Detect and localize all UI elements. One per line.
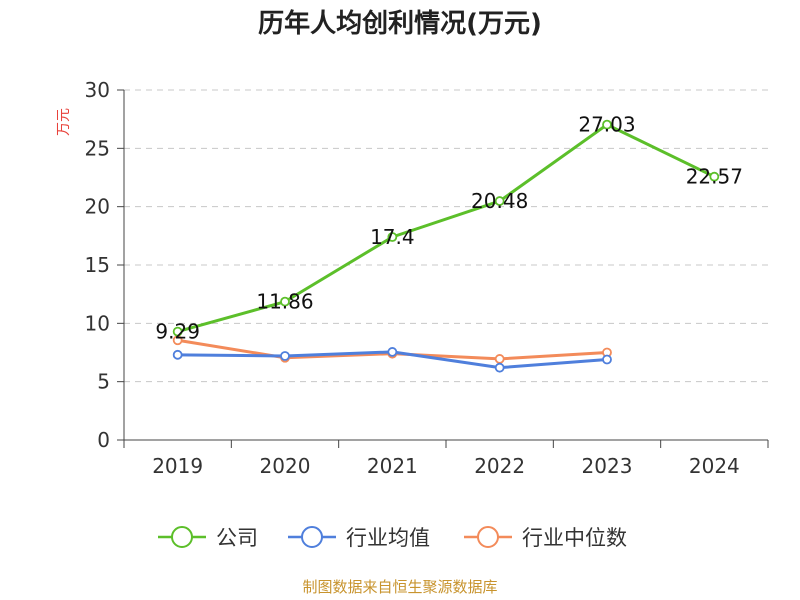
data-point [494, 354, 505, 364]
legend-label: 行业中位数 [522, 526, 627, 550]
data-point [602, 354, 612, 365]
data-point [387, 232, 398, 242]
y-axis-label: 万元 [56, 108, 72, 136]
y-tick-label: 10 [85, 311, 110, 335]
data-label: 9.29 [155, 320, 200, 344]
source-note: 制图数据来自恒生聚源数据库 [302, 578, 497, 596]
legend-item-0[interactable]: 公司 [158, 526, 258, 550]
y-tick-label: 30 [85, 78, 110, 102]
data-label: 17.4 [370, 225, 415, 249]
data-label: 11.86 [256, 290, 313, 314]
data-point [280, 296, 290, 307]
y-tick-label: 15 [85, 253, 110, 277]
data-point [172, 349, 183, 360]
y-tick-label: 5 [97, 370, 110, 394]
data-point [280, 351, 290, 361]
x-tick-label: 2023 [582, 454, 633, 478]
data-point [172, 326, 183, 337]
data-point [709, 171, 720, 182]
legend-item-2[interactable]: 行业中位数 [464, 526, 627, 550]
x-tick-label: 2019 [152, 454, 203, 478]
legend-item-1[interactable]: 行业均值 [288, 526, 430, 550]
gridlines [124, 89, 768, 383]
x-tick-label: 2021 [367, 454, 418, 478]
data-point [387, 347, 398, 357]
data-point [602, 119, 612, 130]
data-label: 20.48 [471, 189, 528, 213]
chart-title: 历年人均创利情况(万元) [258, 8, 542, 39]
axes: 0 5 10 15 20 25 30 2019 2020 2021 2022 2023 2024 [85, 78, 769, 478]
data-point [494, 362, 505, 373]
legend-marker [477, 526, 499, 548]
y-tick-label: 0 [97, 428, 110, 452]
x-tick-label: 2024 [689, 454, 740, 478]
legend[interactable]: 公司 行业均值 行业中位数 [158, 526, 627, 550]
data-point [494, 196, 505, 206]
data-label: 27.03 [578, 113, 635, 137]
legend-marker [171, 526, 193, 548]
data-labels: 9.29 11.86 17.4 20.48 27.03 22.57 [155, 113, 743, 344]
legend-label: 公司 [216, 526, 258, 550]
x-tick-label: 2022 [474, 454, 525, 478]
data-label: 22.57 [686, 165, 743, 189]
legend-marker [301, 526, 323, 548]
series-lines [172, 119, 720, 373]
series-line-0 [177, 123, 715, 334]
y-tick-label: 25 [85, 136, 110, 160]
legend-label: 行业均值 [346, 526, 430, 550]
y-tick-label: 20 [85, 195, 110, 219]
x-tick-label: 2020 [260, 454, 311, 478]
